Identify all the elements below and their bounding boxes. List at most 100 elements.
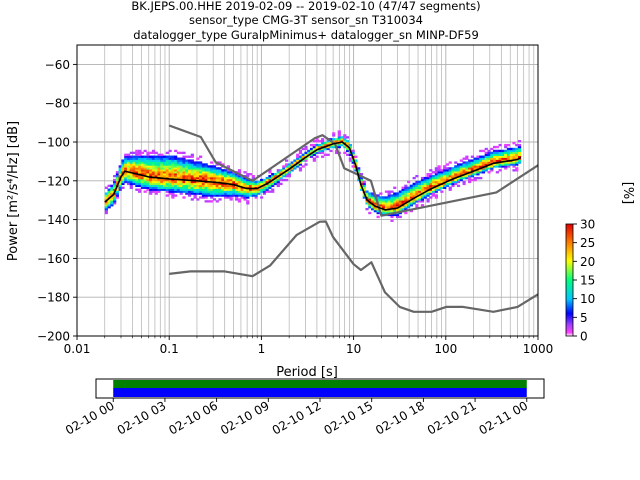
psd-cell bbox=[490, 161, 494, 164]
psd-cell bbox=[517, 143, 522, 147]
psd-cell bbox=[182, 188, 186, 191]
psd-cell bbox=[204, 171, 208, 174]
psd-cell bbox=[207, 169, 211, 172]
psd-cell bbox=[135, 176, 139, 180]
psd-cell bbox=[132, 155, 136, 158]
psd-cell bbox=[193, 196, 197, 199]
psd-cell bbox=[124, 171, 128, 174]
psd-cell bbox=[212, 190, 217, 193]
psd-cell bbox=[210, 167, 214, 170]
psd-cell bbox=[481, 159, 486, 162]
psd-cell bbox=[171, 190, 175, 193]
psd-cell bbox=[138, 176, 142, 180]
psd-cell bbox=[154, 171, 158, 174]
psd-cell bbox=[176, 171, 181, 174]
psd-cell bbox=[221, 174, 225, 178]
psd-cell bbox=[157, 174, 161, 178]
psd-cell bbox=[151, 178, 156, 182]
psd-cell bbox=[218, 173, 222, 176]
psd-cell bbox=[504, 155, 508, 158]
psd-cell bbox=[420, 198, 425, 201]
psd-cell bbox=[174, 173, 178, 176]
psd-cell bbox=[146, 159, 150, 162]
psd-cell bbox=[351, 165, 355, 168]
psd-cell bbox=[248, 188, 253, 191]
psd-cell bbox=[104, 196, 108, 199]
psd-cell bbox=[187, 194, 192, 197]
psd-cell bbox=[201, 169, 205, 172]
psd-cell bbox=[484, 167, 488, 170]
psd-cell bbox=[232, 173, 236, 176]
psd-cell bbox=[351, 153, 355, 156]
psd-cell bbox=[160, 163, 164, 166]
psd-cell bbox=[221, 163, 225, 166]
psd-cell bbox=[432, 180, 436, 184]
psd-cell bbox=[226, 188, 230, 191]
psd-cell bbox=[107, 184, 111, 188]
psd-cell bbox=[323, 143, 328, 147]
psd-cell bbox=[210, 184, 214, 188]
psd-cell bbox=[434, 188, 438, 191]
psd-cell bbox=[121, 182, 125, 186]
psd-cell bbox=[154, 151, 158, 155]
psd-cell bbox=[318, 151, 322, 155]
psd-cell bbox=[437, 176, 441, 180]
psd-cell bbox=[434, 180, 438, 184]
psd-cell bbox=[196, 184, 200, 188]
psd-cell bbox=[506, 163, 511, 166]
psd-cell bbox=[407, 188, 411, 191]
colorbar-gradient bbox=[565, 223, 574, 337]
psd-cell bbox=[126, 167, 131, 170]
psd-cell bbox=[143, 176, 147, 180]
psd-cell bbox=[443, 167, 447, 170]
psd-cell bbox=[387, 204, 391, 207]
psd-cell bbox=[246, 178, 250, 182]
psd-cell bbox=[179, 176, 183, 180]
psd-cell bbox=[296, 165, 300, 168]
psd-cell bbox=[129, 161, 133, 164]
psd-cell bbox=[271, 180, 275, 184]
psd-cell bbox=[395, 207, 400, 211]
psd-cell bbox=[210, 176, 214, 180]
psd-cell bbox=[409, 196, 413, 199]
psd-cell bbox=[193, 188, 197, 191]
psd-cell bbox=[190, 167, 194, 170]
psd-cell bbox=[407, 198, 411, 201]
psd-cell bbox=[240, 188, 244, 191]
psd-cell bbox=[398, 200, 402, 203]
psd-cell bbox=[432, 178, 436, 182]
psd-cell bbox=[146, 182, 150, 186]
psd-cell bbox=[168, 174, 172, 178]
psd-cell bbox=[490, 159, 494, 162]
psd-cell bbox=[218, 169, 222, 172]
psd-cell bbox=[501, 151, 505, 155]
psd-cell bbox=[398, 204, 402, 207]
psd-cell bbox=[210, 196, 214, 199]
psd-cell bbox=[484, 155, 488, 158]
psd-cell bbox=[174, 190, 178, 193]
psd-cell bbox=[226, 173, 230, 176]
psd-cell bbox=[515, 153, 519, 156]
psd-cell bbox=[462, 161, 466, 164]
psd-cell bbox=[443, 186, 447, 189]
psd-cell bbox=[459, 165, 463, 168]
psd-cell bbox=[462, 165, 466, 168]
psd-cell bbox=[240, 184, 244, 188]
psd-cell bbox=[448, 188, 452, 191]
psd-cell bbox=[232, 186, 236, 189]
psd-cell bbox=[190, 192, 194, 195]
psd-cell bbox=[201, 182, 205, 186]
psd-cell bbox=[479, 176, 483, 180]
psd-cell bbox=[124, 155, 128, 158]
psd-cell bbox=[240, 182, 244, 186]
psd-cell bbox=[321, 147, 325, 151]
psd-cell bbox=[462, 176, 466, 180]
psd-cell bbox=[357, 169, 361, 172]
psd-cell bbox=[154, 186, 158, 189]
psd-cell bbox=[243, 190, 247, 193]
psd-cell bbox=[429, 184, 433, 188]
psd-cell bbox=[321, 151, 325, 155]
psd-cell bbox=[171, 171, 175, 174]
psd-cell bbox=[362, 180, 366, 184]
psd-cell bbox=[149, 151, 153, 155]
